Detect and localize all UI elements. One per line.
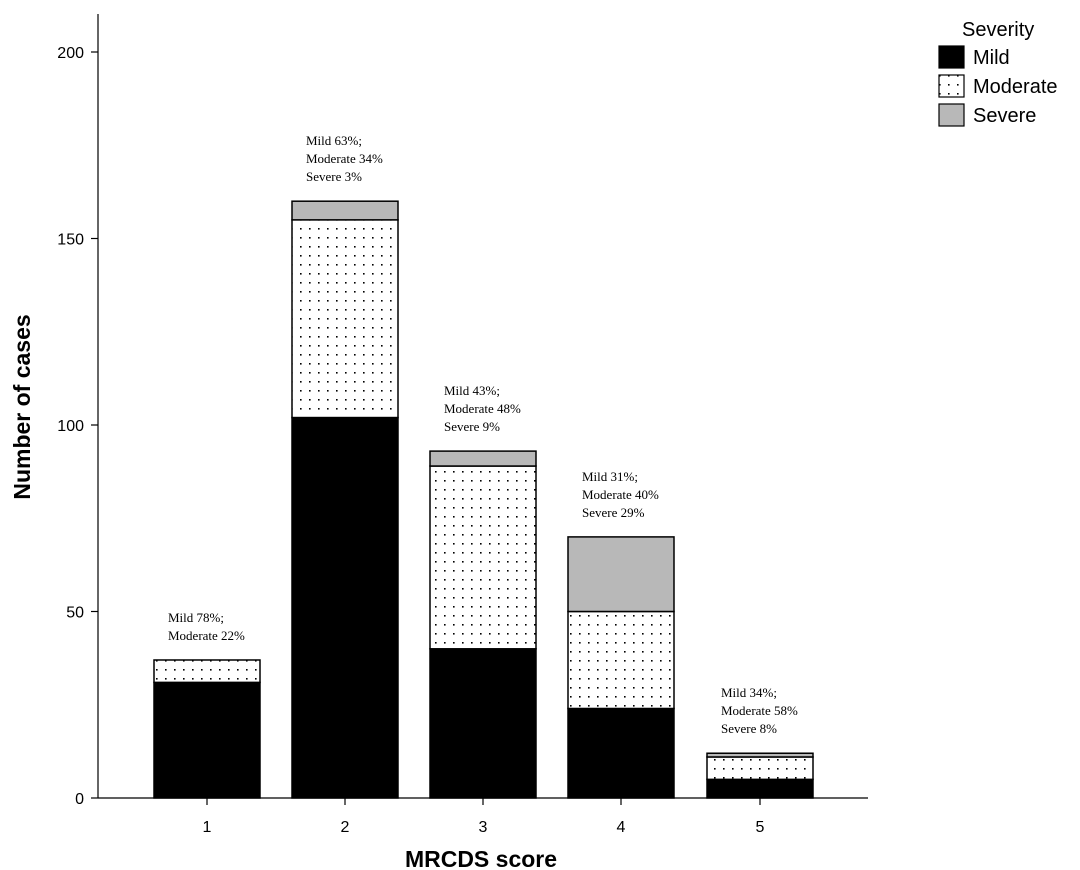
bar-segment-mild [291, 416, 399, 799]
y-axis-title: Number of cases [9, 314, 35, 499]
x-tick-label: 4 [617, 819, 626, 836]
bar-segment-mild [429, 648, 537, 799]
legend-label: Mild [973, 47, 1010, 69]
bar-segment-severe [291, 200, 399, 221]
bar-segment-moderate [291, 219, 399, 419]
bar-segment-moderate [706, 756, 814, 781]
legend-label: Moderate [973, 76, 1058, 98]
y-tick-label: 100 [57, 418, 84, 435]
y-tick-label: 200 [57, 45, 84, 62]
bar-segment-moderate [567, 610, 675, 710]
bar-segment-moderate [429, 465, 537, 650]
legend-swatch-severe [938, 103, 965, 127]
bar-annotation: Severe 9% [444, 419, 500, 434]
bar-segment-moderate [153, 659, 261, 684]
x-tick-label: 5 [756, 819, 765, 836]
bar-annotation: Moderate 58% [721, 703, 798, 718]
bar-annotation: Severe 3% [306, 169, 362, 184]
bar-annotation: Mild 78%; [168, 610, 224, 625]
bar-segment-severe [567, 536, 675, 613]
bar-segment-mild [567, 707, 675, 799]
legend-title: Severity [962, 19, 1034, 41]
bar-annotation: Mild 31%; [582, 469, 638, 484]
x-tick-label: 2 [341, 819, 350, 836]
bar-annotation: Severe 8% [721, 721, 777, 736]
x-tick-label: 3 [479, 819, 488, 836]
legend-label: Severe [973, 105, 1036, 127]
bar-annotation: Moderate 48% [444, 401, 521, 416]
legend: Severity Mild Moderate Severe [938, 19, 1058, 127]
bar-annotation: Moderate 40% [582, 487, 659, 502]
legend-swatch-moderate [938, 74, 965, 98]
bar-annotation: Mild 34%; [721, 685, 777, 700]
y-tick-label: 0 [75, 791, 84, 808]
bar-annotation: Severe 29% [582, 505, 645, 520]
bar-segment-severe [706, 752, 814, 758]
bar-segment-severe [429, 450, 537, 467]
x-axis-title: MRCDS score [405, 846, 557, 870]
y-tick-label: 150 [57, 232, 84, 249]
annotations: Mild 78%; Moderate 22% Mild 63%; Moderate 3… [168, 133, 798, 736]
bar-annotation: Moderate 34% [306, 151, 383, 166]
y-tick-label: 50 [66, 605, 84, 622]
bar-annotation: Moderate 22% [168, 628, 245, 643]
bar-segment-mild [706, 778, 814, 799]
x-tick-label: 1 [203, 819, 212, 836]
bar-annotation: Mild 63%; [306, 133, 362, 148]
bars [153, 200, 814, 799]
bar-segment-mild [153, 681, 261, 799]
bar-annotation: Mild 43%; [444, 383, 500, 398]
legend-swatch-mild [938, 45, 965, 69]
